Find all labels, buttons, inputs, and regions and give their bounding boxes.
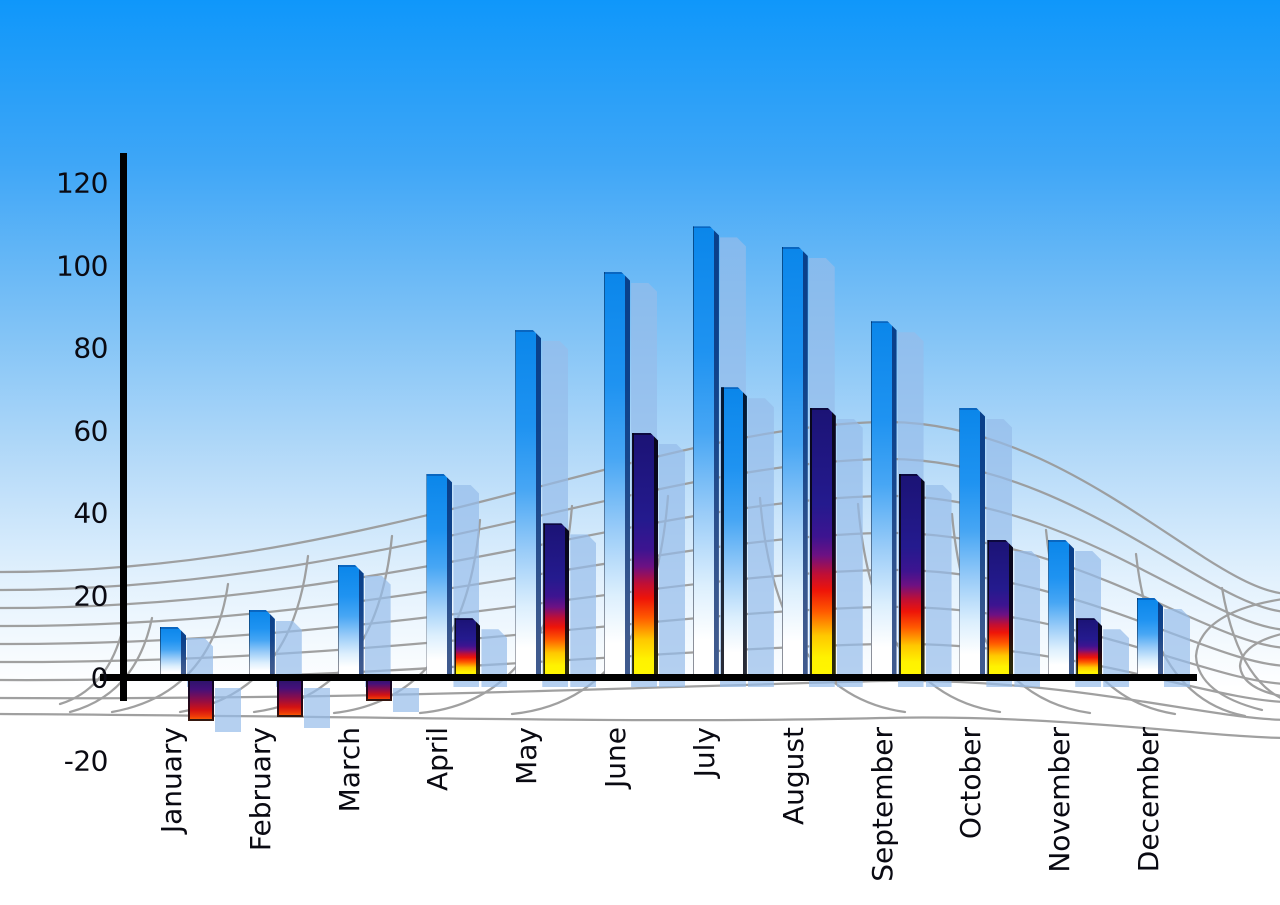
bar-october — [959, 408, 985, 676]
x-axis-label-may: May — [510, 727, 544, 785]
bar-shadow-march — [365, 576, 391, 687]
y-axis-tick-120: 120 — [56, 166, 108, 200]
bar-december — [1137, 598, 1163, 676]
bar-march — [338, 565, 364, 676]
x-axis-zero-line — [100, 674, 1197, 681]
bar2-september — [899, 474, 925, 676]
y-axis-tick--20: -20 — [63, 744, 109, 777]
y-axis-tick-60: 60 — [73, 414, 108, 447]
bar2-may — [543, 523, 569, 676]
bar2-shadow-june — [659, 444, 685, 687]
bar2-shadow-september — [926, 485, 952, 687]
x-axis-label-june: June — [599, 727, 633, 788]
x-axis-label-february: February — [243, 727, 277, 852]
y-axis-tick-100: 100 — [56, 249, 108, 282]
y-axis-line — [120, 153, 127, 701]
bar-january — [160, 627, 186, 677]
bar2-shadow-may — [570, 534, 596, 687]
x-axis-label-july: July — [687, 727, 721, 778]
y-axis-tick-80: 80 — [73, 331, 108, 365]
x-axis-label-april: April — [421, 727, 455, 791]
bar2-january — [188, 677, 214, 722]
bar2-april — [454, 618, 480, 676]
x-axis-label-august: August — [776, 727, 810, 825]
bar-shadow-december — [1164, 609, 1190, 687]
bar2-march — [365, 677, 392, 701]
x-axis-label-october: October — [954, 727, 988, 840]
bar2-shadow-january — [215, 688, 241, 733]
bar-november — [1048, 540, 1074, 676]
bar2-shadow-august — [837, 419, 863, 687]
bar-february — [249, 610, 275, 676]
x-axis-label-november: November — [1043, 727, 1077, 873]
x-axis-label-march: March — [332, 727, 366, 813]
bar2-june — [632, 433, 658, 676]
bar2-november — [1076, 618, 1102, 676]
bar2-shadow-february — [303, 688, 330, 729]
y-axis-tick-40: 40 — [73, 496, 108, 530]
bar-june — [604, 272, 630, 676]
x-axis-label-january: January — [155, 727, 188, 834]
bar-september — [871, 321, 897, 676]
bar2-july — [721, 387, 747, 676]
bar2-shadow-july — [748, 398, 774, 687]
y-axis-tick-0: 0 — [90, 661, 109, 695]
y-axis-tick-20: 20 — [73, 579, 108, 612]
bar2-august — [810, 408, 836, 676]
bar-may — [515, 330, 541, 677]
bar2-shadow-october — [1014, 551, 1040, 687]
bar-august — [782, 247, 808, 676]
bar2-shadow-march — [392, 688, 419, 712]
x-axis-label-december: December — [1132, 727, 1166, 873]
bar-april — [426, 474, 452, 676]
bar-july — [693, 226, 719, 676]
bar2-february — [276, 677, 303, 718]
x-axis-label-september: September — [865, 727, 899, 882]
bar2-october — [987, 540, 1013, 676]
